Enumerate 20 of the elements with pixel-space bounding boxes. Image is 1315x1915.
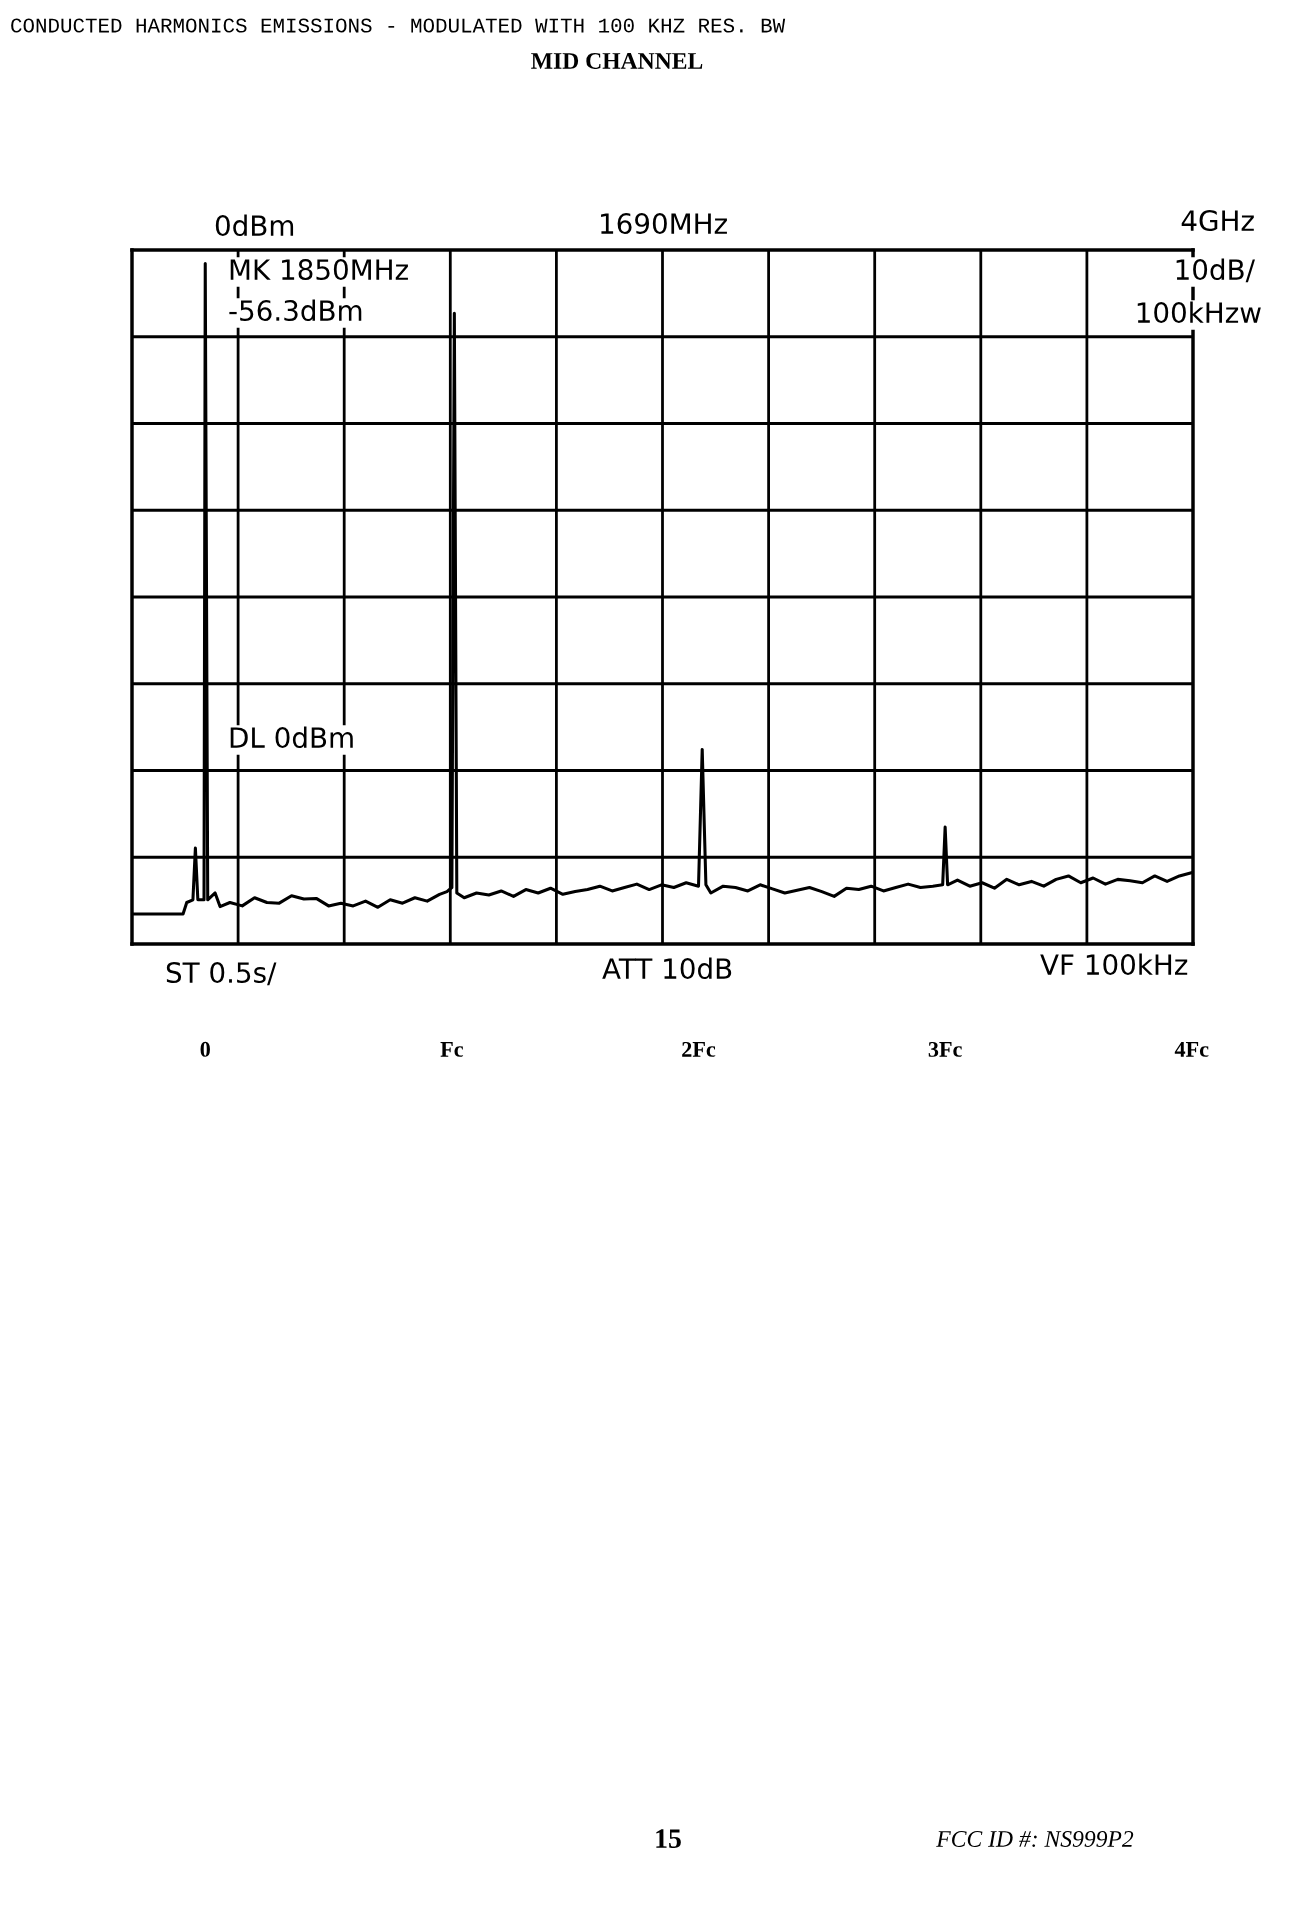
- text: 1690MHz: [601, 213, 727, 235]
- text: VF 100kHz: [1040, 953, 1188, 976]
- x-tick-label: Fc: [440, 1042, 464, 1057]
- text: 0dBm: [215, 214, 294, 237]
- text: 4GHz: [1181, 210, 1254, 232]
- chart-title: CONDUCTED HARMONICS EMISSIONS - MODULATED WITH 100 KHZ RES. BW: [11, 18, 786, 33]
- text: ST 0.5s/: [166, 962, 277, 986]
- x-tick-label: 2Fc: [682, 1041, 716, 1057]
- annotation: DL 0dBm: [230, 726, 353, 749]
- annotation: 100kHzw: [1137, 301, 1261, 324]
- text: 15: [656, 1829, 681, 1848]
- x-tick-label: 3Fc: [928, 1041, 962, 1057]
- annotation: 10dB/: [1176, 258, 1255, 283]
- x-tick-label: 4Fc: [1174, 1042, 1209, 1057]
- x-tick-label: 0: [200, 1041, 210, 1057]
- text: ATT 10dB: [602, 957, 732, 980]
- text: FCC ID #: NS999P2: [936, 1831, 1134, 1848]
- annotation: -56.3dBm: [229, 299, 362, 322]
- chart-subtitle: MID CHANNEL: [531, 53, 703, 69]
- annotation: MK 1850MHz: [230, 259, 408, 281]
